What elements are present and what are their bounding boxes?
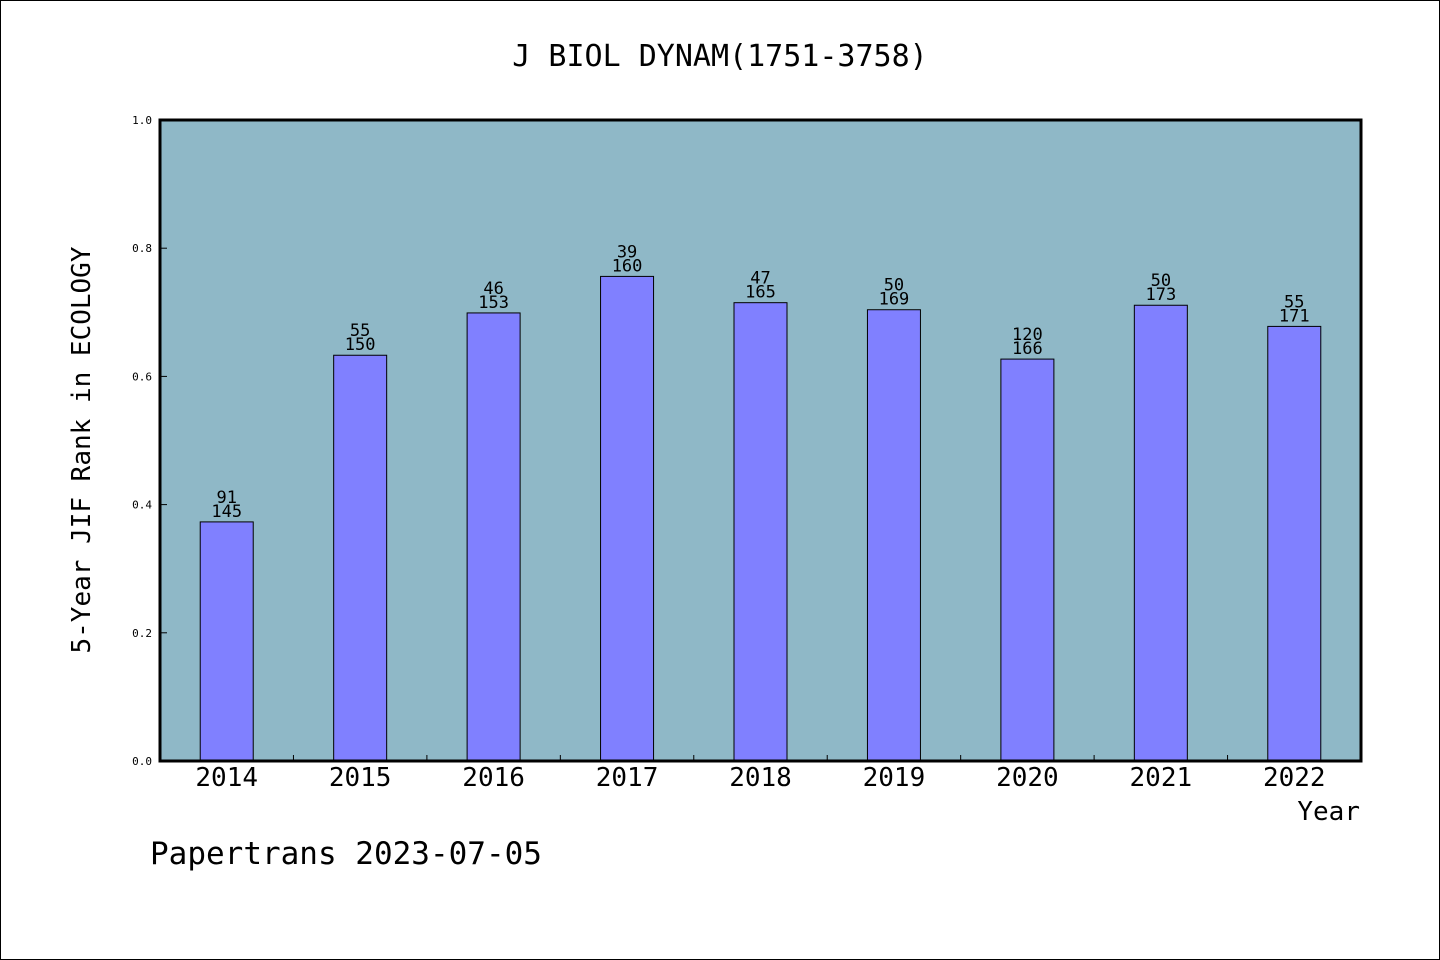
bar-2016 bbox=[466, 312, 521, 762]
x-tick-label-2021: 2021 bbox=[1130, 763, 1193, 793]
x-tick-label-2018: 2018 bbox=[729, 763, 792, 793]
bar-rank-label-2014: 91 bbox=[216, 488, 236, 508]
y-tick-label-1.0: 1.0 bbox=[132, 114, 152, 127]
bar-2015 bbox=[333, 354, 388, 762]
bar-2020 bbox=[1000, 358, 1055, 762]
y-tick-label-0.2: 0.2 bbox=[132, 627, 152, 640]
bar-2021 bbox=[1133, 304, 1188, 762]
x-tick-label-2016: 2016 bbox=[462, 763, 525, 793]
x-tick-label-2015: 2015 bbox=[329, 763, 392, 793]
footer-caption: Papertrans 2023-07-05 bbox=[150, 836, 542, 872]
bar-total-label-2017: 160 bbox=[612, 256, 643, 276]
bar-rank-label-2017: 39 bbox=[617, 242, 637, 262]
bar-rank-label-2021: 50 bbox=[1151, 271, 1171, 291]
y-axis-ticks: 0.0 0.2 0.4 0.6 0.8 1.0 bbox=[132, 114, 167, 768]
bar-total-label-2020: 166 bbox=[1012, 339, 1043, 359]
bar-rank-label-2015: 55 bbox=[350, 321, 370, 341]
x-tick-label-2019: 2019 bbox=[863, 763, 926, 793]
bar-total-label-2015: 150 bbox=[345, 335, 376, 355]
bar-rank-label-2022: 55 bbox=[1284, 292, 1304, 312]
x-axis-label: Year bbox=[1297, 797, 1360, 827]
bars-group bbox=[199, 275, 1322, 762]
x-axis-ticks: 2014 2015 2016 2017 2018 2019 2020 2021 2022 bbox=[195, 755, 1326, 793]
bar-rank-label-2018: 47 bbox=[750, 269, 770, 289]
bar-total-label-2021: 173 bbox=[1145, 285, 1176, 305]
bar-2017 bbox=[600, 275, 655, 762]
y-tick-label-0.6: 0.6 bbox=[132, 370, 152, 383]
bar-total-label-2014: 145 bbox=[211, 502, 242, 522]
chart-title: J BIOL DYNAM(1751-3758) bbox=[512, 39, 927, 74]
bar-2019 bbox=[866, 309, 921, 762]
bar-rank-label-2016: 46 bbox=[483, 279, 503, 299]
bar-2014 bbox=[199, 521, 254, 762]
x-tick-label-2014: 2014 bbox=[195, 763, 258, 793]
bar-rank-label-2019: 50 bbox=[884, 276, 904, 296]
bar-rank-label-2020: 120 bbox=[1012, 325, 1043, 345]
y-axis-label: 5-Year JIF Rank in ECOLOGY bbox=[67, 246, 97, 653]
bar-total-label-2016: 153 bbox=[478, 293, 509, 313]
bar-total-label-2018: 165 bbox=[745, 283, 776, 303]
bar-2022 bbox=[1267, 325, 1322, 762]
bar-2018 bbox=[733, 302, 788, 762]
bar-total-label-2022: 171 bbox=[1279, 306, 1310, 326]
x-tick-label-2020: 2020 bbox=[996, 763, 1059, 793]
bar-total-label-2019: 169 bbox=[879, 290, 910, 310]
x-tick-label-2017: 2017 bbox=[596, 763, 659, 793]
y-tick-label-0.4: 0.4 bbox=[132, 499, 152, 512]
plot-border bbox=[158, 118, 1363, 763]
x-tick-label-2022: 2022 bbox=[1263, 763, 1326, 793]
y-tick-label-0.8: 0.8 bbox=[132, 242, 152, 255]
y-tick-label-0.0: 0.0 bbox=[132, 755, 152, 768]
